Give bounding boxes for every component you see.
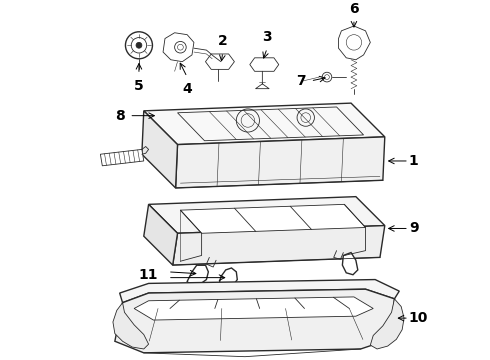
Polygon shape [205, 54, 234, 69]
Polygon shape [219, 268, 237, 288]
Text: 11: 11 [139, 268, 158, 282]
Polygon shape [144, 103, 385, 145]
Polygon shape [250, 58, 279, 71]
Polygon shape [144, 204, 177, 265]
Polygon shape [134, 297, 373, 320]
Text: 1: 1 [409, 154, 418, 168]
Circle shape [322, 72, 332, 82]
Polygon shape [180, 204, 366, 233]
Text: 7: 7 [296, 74, 306, 88]
Polygon shape [142, 111, 177, 188]
Text: 10: 10 [409, 311, 428, 325]
Polygon shape [187, 265, 208, 286]
Polygon shape [148, 197, 385, 233]
Polygon shape [343, 253, 358, 275]
Text: 5: 5 [134, 79, 144, 93]
Circle shape [125, 32, 152, 59]
Text: 3: 3 [262, 30, 272, 44]
Polygon shape [120, 280, 399, 303]
Polygon shape [100, 149, 144, 166]
Polygon shape [113, 303, 148, 349]
Polygon shape [370, 299, 404, 349]
Text: 6: 6 [349, 3, 359, 16]
Text: 8: 8 [115, 109, 124, 123]
Text: 4: 4 [182, 82, 192, 96]
Polygon shape [339, 26, 370, 60]
Polygon shape [172, 226, 385, 265]
Text: 2: 2 [218, 34, 228, 48]
Polygon shape [175, 137, 385, 188]
Circle shape [136, 42, 142, 48]
Polygon shape [115, 289, 394, 353]
Polygon shape [163, 33, 194, 62]
Text: 9: 9 [409, 221, 418, 235]
